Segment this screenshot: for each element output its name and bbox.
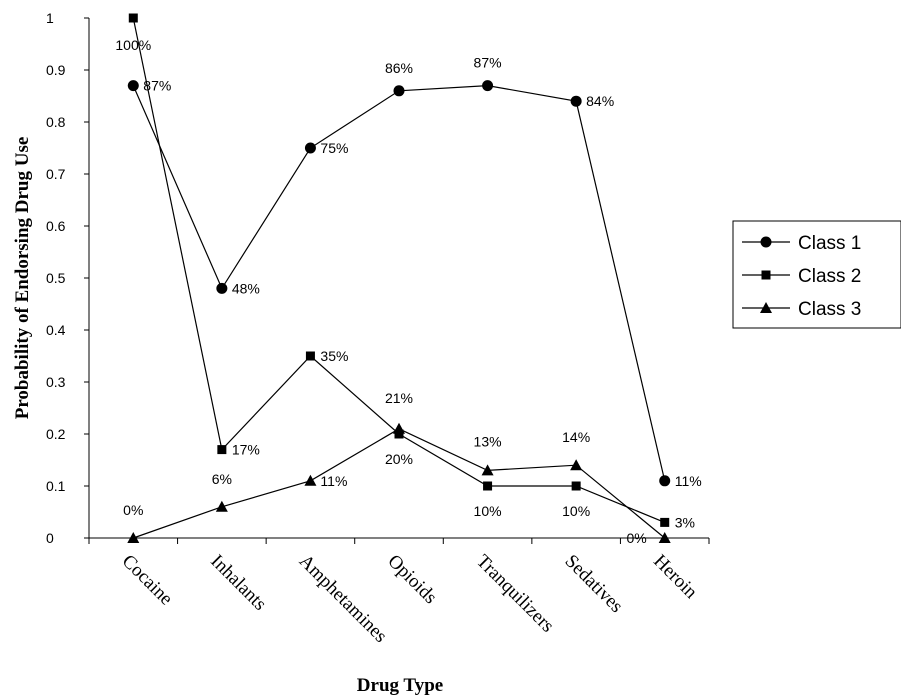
x-tick-label: Heroin (649, 551, 702, 604)
y-tick-label: 0.7 (46, 166, 66, 182)
data-label: 75% (320, 140, 348, 156)
y-tick-label: 1 (46, 10, 54, 26)
data-label: 14% (562, 429, 590, 445)
point-marker (658, 532, 671, 543)
data-label: 87% (143, 78, 171, 94)
legend: Class 1 Class 2 Class 3 (732, 220, 901, 329)
point-marker (570, 459, 583, 471)
point-marker (305, 351, 315, 361)
point-marker (659, 475, 671, 487)
point-marker (571, 481, 581, 491)
point-marker (127, 532, 140, 543)
y-tick-label: 0.8 (46, 114, 66, 130)
y-tick-label: 0.4 (46, 322, 66, 338)
point-marker (217, 445, 227, 455)
point-marker (570, 95, 582, 107)
x-tick-label: Sedatives (561, 551, 627, 617)
y-tick-label: 0.1 (46, 478, 66, 494)
x-tick-label: Inhalants (206, 551, 270, 615)
x-tick-label: Tranquilizers (472, 551, 558, 637)
y-tick-label: 0.5 (46, 270, 66, 286)
point-marker (128, 13, 138, 23)
point-marker (482, 80, 494, 92)
data-label: 86% (385, 60, 413, 76)
y-tick-label: 0.3 (46, 374, 66, 390)
series-line (132, 84, 666, 481)
point-marker (760, 236, 772, 248)
data-label: 84% (586, 93, 614, 109)
point-marker (393, 85, 405, 97)
x-axis-title: Drug Type (357, 675, 443, 696)
data-label: 11% (320, 473, 347, 489)
point-marker (483, 481, 493, 491)
data-label: 21% (385, 390, 413, 406)
point-marker (215, 500, 228, 512)
legend-label: Class 3 (798, 299, 861, 320)
series-circle: 87% 48% 75% 86% 87% 84% 11% (127, 55, 702, 489)
data-label: 10% (474, 503, 502, 519)
data-label: 3% (675, 514, 695, 530)
data-label: 0% (626, 530, 646, 546)
data-label: 6% (212, 471, 232, 487)
point-marker (393, 422, 405, 434)
legend-label: Class 1 (798, 233, 861, 254)
y-axis-title: Probability of Endorsing Drug Use (12, 137, 33, 420)
data-label: 87% (474, 55, 502, 71)
point-marker (304, 474, 317, 486)
y-tick-label: 0 (46, 530, 54, 546)
data-label: 0% (123, 502, 143, 518)
point-marker (760, 302, 772, 313)
point-marker (660, 517, 670, 527)
x-tick-label: Amphetamines (295, 551, 391, 647)
series-square: 100% 17% 35% 20% 10% 10% 3% (115, 13, 695, 530)
y-tick-label: 0.9 (46, 62, 66, 78)
data-label: 20% (385, 451, 413, 467)
series-triangle: 0% 6% 11% 21% 13% 14% 0% (123, 390, 671, 546)
data-label: 13% (474, 433, 502, 449)
y-tick-label: 0.2 (46, 426, 66, 442)
point-marker (394, 429, 404, 439)
point-marker (761, 270, 771, 280)
point-marker (216, 282, 228, 294)
y-tick-label: 0.6 (46, 218, 66, 234)
data-label: 100% (115, 37, 151, 53)
point-marker (481, 464, 494, 476)
series-layer: 87% 48% 75% 86% 87% 84% 11% 100% 17% 35% 20% 10% 10%… (115, 13, 702, 546)
data-label: 17% (232, 442, 260, 458)
x-tick-label: Cocaine (118, 551, 177, 610)
point-marker (304, 142, 316, 154)
data-label: 10% (562, 503, 590, 519)
data-label: 11% (675, 473, 702, 489)
legend-label: Class 2 (798, 266, 861, 287)
data-label: 48% (232, 280, 260, 296)
data-label: 35% (320, 348, 348, 364)
point-marker (127, 80, 139, 92)
x-tick-label: Opioids (383, 551, 440, 608)
